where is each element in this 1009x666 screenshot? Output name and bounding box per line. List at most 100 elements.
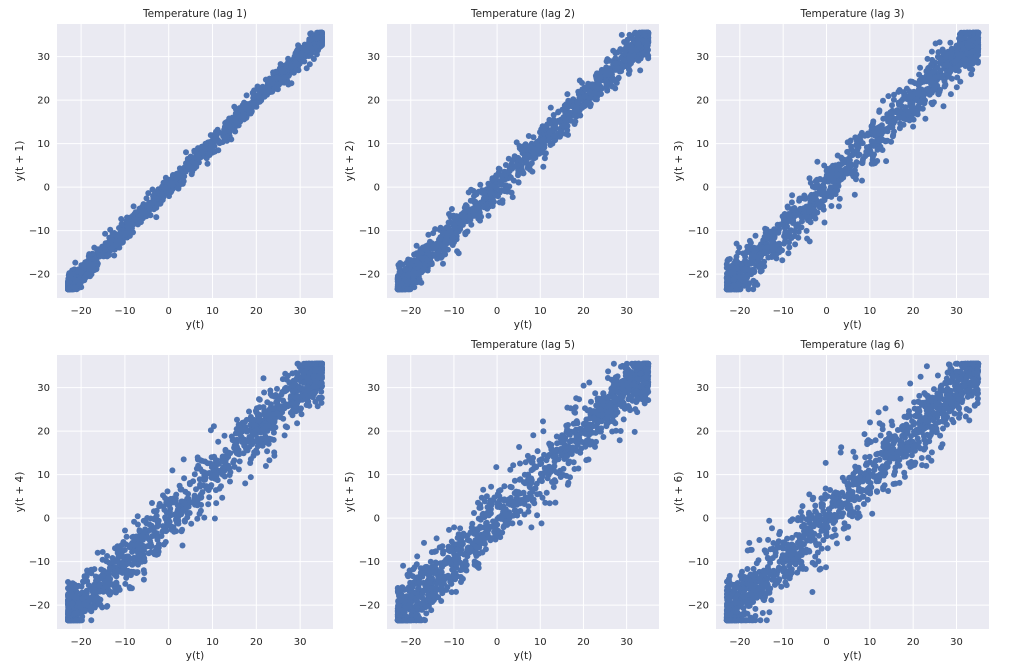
data-point xyxy=(785,250,792,257)
data-point xyxy=(440,260,446,267)
data-point xyxy=(966,65,973,72)
scatter-points xyxy=(394,29,652,293)
data-point xyxy=(838,167,845,174)
data-point xyxy=(227,478,233,485)
subplot-title: Temperature (lag 1) xyxy=(142,8,247,20)
data-point xyxy=(788,199,795,206)
data-point xyxy=(461,209,468,216)
y-axis-label: y(t + 1) xyxy=(14,141,26,182)
data-point xyxy=(422,261,429,268)
data-point xyxy=(470,198,477,205)
data-point xyxy=(623,40,630,47)
data-point xyxy=(506,165,513,172)
data-point xyxy=(138,212,145,219)
data-point xyxy=(792,241,799,248)
data-point xyxy=(890,96,897,103)
data-point xyxy=(410,277,417,284)
data-point xyxy=(87,265,94,272)
y-tick-label: 30 xyxy=(37,52,50,63)
data-point xyxy=(898,97,905,104)
data-point xyxy=(162,184,169,191)
data-point xyxy=(806,175,813,182)
data-point xyxy=(575,88,582,95)
data-point xyxy=(940,47,946,54)
data-point xyxy=(183,149,189,156)
data-point xyxy=(943,62,950,69)
data-point xyxy=(493,185,500,191)
data-point xyxy=(869,153,876,160)
data-point xyxy=(191,492,198,499)
data-point xyxy=(957,78,964,85)
data-point xyxy=(852,160,859,167)
data-point xyxy=(758,252,765,259)
data-point xyxy=(195,155,202,161)
data-point xyxy=(547,104,554,111)
data-point xyxy=(477,217,483,224)
data-point xyxy=(233,119,240,126)
data-point xyxy=(181,475,188,482)
data-point xyxy=(132,216,139,223)
data-point xyxy=(247,474,254,481)
data-point xyxy=(515,179,522,186)
data-point xyxy=(889,133,896,140)
data-point xyxy=(626,54,633,61)
data-point xyxy=(294,360,301,367)
data-point xyxy=(281,432,288,439)
data-point xyxy=(869,120,876,127)
data-point xyxy=(541,155,548,162)
data-point xyxy=(912,80,918,87)
data-point xyxy=(609,83,616,90)
data-point xyxy=(111,252,118,259)
data-point xyxy=(473,189,480,196)
data-point xyxy=(750,277,757,284)
data-point xyxy=(474,204,481,211)
data-point xyxy=(499,172,506,179)
data-point xyxy=(808,194,815,201)
data-point xyxy=(503,182,510,189)
data-point xyxy=(864,132,871,139)
data-point xyxy=(641,29,648,36)
x-tick-label: 0 xyxy=(823,306,829,317)
data-point xyxy=(953,84,960,91)
data-point xyxy=(597,74,604,81)
scatter-points xyxy=(65,360,325,624)
data-point xyxy=(270,69,277,76)
data-point xyxy=(936,88,943,95)
data-point xyxy=(786,213,793,219)
data-point xyxy=(930,99,937,106)
data-point xyxy=(234,416,240,423)
data-point xyxy=(880,115,887,122)
x-tick-label: −20 xyxy=(71,306,92,317)
data-point xyxy=(902,104,909,111)
data-point xyxy=(932,74,939,81)
data-point xyxy=(962,62,969,69)
data-point xyxy=(294,420,301,427)
data-point xyxy=(835,162,842,169)
data-point xyxy=(731,282,737,289)
data-point xyxy=(974,59,981,66)
data-point xyxy=(975,49,981,56)
data-point xyxy=(274,410,281,417)
x-axis-label: y(t) xyxy=(843,319,862,331)
data-point xyxy=(900,115,907,122)
data-point xyxy=(621,50,628,57)
data-point xyxy=(235,451,242,457)
data-point xyxy=(293,60,299,67)
data-point xyxy=(552,124,559,131)
data-point xyxy=(811,213,818,220)
data-point xyxy=(858,129,865,136)
data-point xyxy=(947,91,954,98)
data-point xyxy=(143,195,150,202)
data-point xyxy=(304,45,311,52)
data-point xyxy=(644,47,651,54)
data-point xyxy=(752,232,759,239)
data-point xyxy=(455,250,462,257)
data-point xyxy=(140,517,147,524)
data-point xyxy=(514,162,521,169)
data-point xyxy=(149,186,156,193)
data-point xyxy=(249,99,256,106)
data-point xyxy=(846,157,853,164)
data-point xyxy=(884,128,891,135)
